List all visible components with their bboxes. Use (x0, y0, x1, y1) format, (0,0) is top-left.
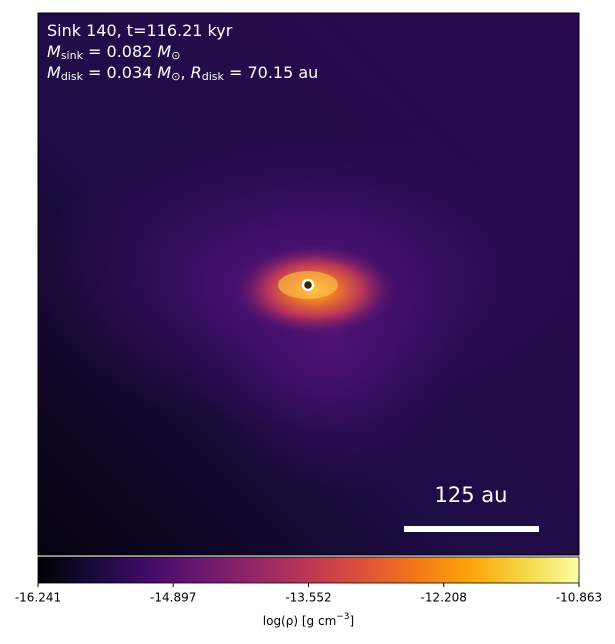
colorbar-label: log(ρ) [g cm−3] (263, 612, 354, 628)
colorbar-axis: -16.241 -14.897 -13.552 -12.208 -10.863 log(ρ… (15, 583, 602, 628)
annotation-part: sink (61, 49, 84, 62)
colorbar-label-part: log(ρ) [g cm (263, 614, 337, 628)
annotation-part: disk (202, 70, 225, 83)
colorbar-tick-label: -14.897 (150, 591, 196, 605)
colorbar-tick-label: -16.241 (15, 591, 61, 605)
image-frame (37, 12, 580, 556)
sink-marker (301, 278, 315, 292)
annotation-part: M (47, 63, 61, 82)
annotation-part: R (191, 63, 202, 82)
annotation-part: M (157, 42, 171, 61)
annotation-part: M (157, 63, 171, 82)
annotation-part: = 0.034 (83, 63, 157, 82)
colorbar-label-part: −3 (336, 612, 349, 622)
colorbar-label-part: ] (350, 614, 355, 628)
colorbar-tick-label: -12.208 (421, 591, 467, 605)
colorbar-tick-label: -13.552 (285, 591, 331, 605)
density-image (38, 13, 579, 555)
annotation-part: M (47, 42, 61, 61)
annotation: Sink 140, t=116.21 kyr (47, 21, 233, 40)
scale-bar-label: 125 au (435, 483, 508, 507)
annotation: Mdisk = 0.034 M⊙, Rdisk = 70.15 au (47, 63, 318, 84)
annotation-part: ⊙ (171, 70, 180, 83)
colorbar (37, 556, 580, 584)
annotation-part: = 0.082 (83, 42, 157, 61)
annotation-part: ⊙ (171, 49, 180, 62)
annotation-part: , (180, 63, 190, 82)
annotation: Msink = 0.082 M⊙ (47, 42, 180, 63)
annotation-part: Sink 140, t=116.21 kyr (47, 21, 233, 40)
annotation-part: disk (61, 70, 84, 83)
colorbar-tick-label: -10.863 (556, 591, 602, 605)
annotation-part: = 70.15 au (224, 63, 318, 82)
